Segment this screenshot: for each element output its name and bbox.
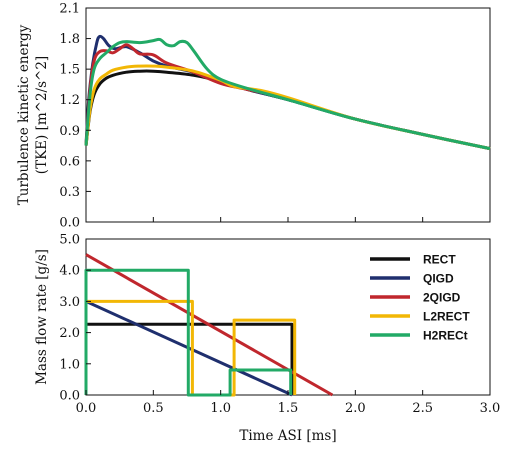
- legend-label-rect: RECT: [423, 253, 456, 267]
- tke-y-tick-label: 0.9: [59, 124, 80, 139]
- tke-y-axis-label-line1: Turbulence kinetic energy: [16, 24, 32, 205]
- mass-flow-x-tick-label: 0.5: [143, 401, 164, 416]
- tke-series-h2rect: [84, 37, 491, 151]
- mass-flow-series-h2rect: [84, 268, 293, 397]
- tke-y-tick-label: 0.3: [59, 185, 80, 200]
- mass-flow-x-ticks: 0.0 0.5 1.0 1.5 2.0 2.5 3.0: [76, 390, 501, 416]
- mass-flow-panel: 0.0 1.0 2.0 3.0 4.0 5.0 0.0 0.5 1.0 1.5 2.0 2.5 3.0…: [34, 233, 500, 445]
- tke-y-ticks: 0.0 0.3 0.6 0.9 1.2 1.5 1.8 2.1: [59, 2, 491, 231]
- mass-flow-y-tick-label: 3.0: [59, 295, 80, 310]
- tke-panel: 0.0 0.3 0.6 0.9 1.2 1.5 1.8 2.1 Turbulence kine…: [16, 2, 491, 231]
- tke-y-tick-label: 0.0: [59, 216, 80, 231]
- x-axis-label: Time ASI [ms]: [239, 428, 336, 444]
- mass-flow-y-axis-label: Mass flow rate [g/s]: [34, 249, 50, 385]
- mass-flow-y-tick-label: 1.0: [59, 357, 80, 372]
- mass-flow-x-tick-label: 2.0: [345, 401, 366, 416]
- mass-flow-x-tick-label: 2.5: [412, 401, 433, 416]
- mass-flow-y-tick-label: 4.0: [59, 264, 80, 279]
- tke-series-group: [84, 34, 491, 151]
- tke-y-tick-label: 0.6: [59, 154, 80, 169]
- tke-y-tick-label: 1.8: [59, 32, 80, 47]
- legend: RECT QIGD 2QIGD L2RECT H2RECt: [370, 253, 470, 343]
- mass-flow-x-tick-label: 3.0: [480, 401, 501, 416]
- mass-flow-x-tick-label: 1.0: [210, 401, 231, 416]
- tke-y-tick-label: 1.2: [59, 93, 80, 108]
- mass-flow-x-tick-label: 0.0: [76, 401, 97, 416]
- mass-flow-x-tick-label: 1.5: [278, 401, 299, 416]
- legend-label-2qigd: 2QIGD: [423, 291, 461, 305]
- legend-label-h2rect: H2RECt: [423, 329, 468, 343]
- legend-label-qigd: QIGD: [423, 272, 454, 286]
- tke-plot-area: [85, 7, 491, 223]
- mass-flow-y-tick-label: 2.0: [59, 326, 80, 341]
- legend-label-l2rect: L2RECT: [423, 310, 470, 324]
- mass-flow-y-tick-label: 0.0: [59, 389, 80, 404]
- mass-flow-y-ticks: 0.0 1.0 2.0 3.0 4.0 5.0: [59, 233, 91, 404]
- mass-flow-series-group: [84, 253, 334, 397]
- tke-y-tick-label: 2.1: [59, 2, 80, 17]
- tke-y-axis-label-line2: (TKE) [m^2/s^2]: [34, 56, 50, 174]
- tke-y-tick-label: 1.5: [59, 63, 80, 78]
- mass-flow-y-tick-label: 5.0: [59, 233, 80, 248]
